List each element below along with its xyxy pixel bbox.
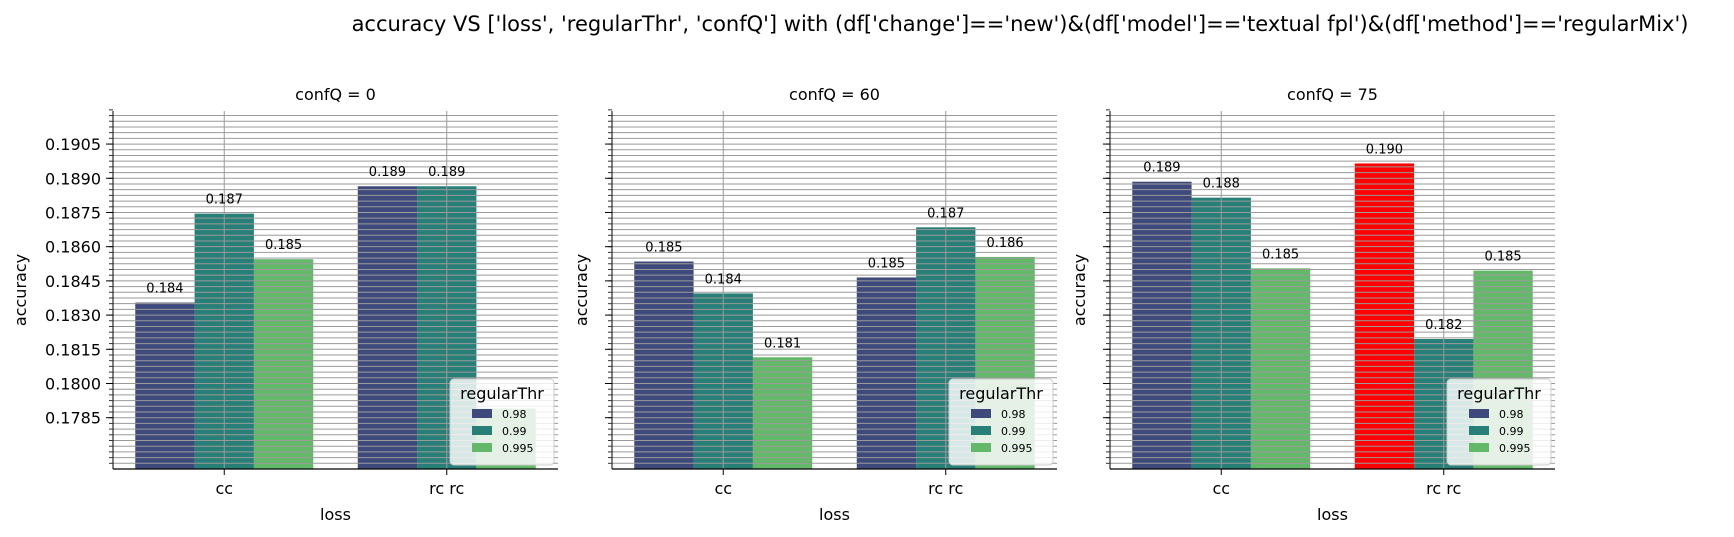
data-label: 0.190 [1366, 142, 1403, 157]
panel-2: confQ = 75 0.189 0.190 0.188 0.182 0.185 0.185… [1070, 85, 1555, 524]
legend-swatch [1469, 443, 1489, 452]
figure-title: accuracy VS ['loss', 'regularThr', 'conf… [352, 12, 1689, 36]
y-tick-label: 0.1845 [45, 272, 101, 291]
panels: confQ = 0 0.184 0.189 0.187 0.189 0.185 0.1785… [11, 85, 1555, 524]
legend: regularThr 0.98 0.99 0.995 [948, 378, 1054, 466]
data-label: 0.182 [1425, 318, 1462, 333]
legend-swatch [1469, 426, 1489, 435]
data-label: 0.185 [1484, 250, 1521, 265]
data-label: 0.185 [868, 256, 905, 271]
legend-swatch [472, 426, 492, 435]
legend-title: regularThr [959, 384, 1043, 403]
legend-label: 0.99 [1001, 425, 1026, 438]
data-label: 0.186 [986, 236, 1023, 251]
legend-swatch [472, 443, 492, 452]
legend-title: regularThr [460, 384, 544, 403]
legend-label: 0.995 [1001, 442, 1033, 455]
data-label: 0.185 [1262, 247, 1299, 262]
legend: regularThr 0.98 0.99 0.995 [449, 378, 555, 466]
x-tick-label: rc rc [928, 479, 963, 498]
panel-title: confQ = 60 [789, 85, 880, 104]
data-label: 0.181 [764, 336, 801, 351]
legend-label: 0.99 [1499, 425, 1524, 438]
data-label: 0.184 [705, 272, 742, 287]
data-label: 0.185 [265, 238, 302, 253]
legend-label: 0.995 [502, 442, 534, 455]
x-axis-label: loss [819, 505, 850, 524]
legend-label: 0.995 [1499, 442, 1531, 455]
legend-label: 0.98 [1499, 408, 1524, 421]
bar [135, 302, 195, 469]
y-tick-label: 0.1785 [45, 409, 101, 428]
y-tick-label: 0.1815 [45, 340, 101, 359]
legend: regularThr 0.98 0.99 0.995 [1446, 378, 1552, 466]
data-label: 0.189 [1143, 161, 1180, 176]
y-tick-label: 0.1905 [45, 135, 101, 154]
legend-label: 0.98 [502, 408, 527, 421]
x-axis-label: loss [320, 505, 351, 524]
x-axis-label: loss [1317, 505, 1348, 524]
y-tick-label: 0.1890 [45, 169, 101, 188]
bar [1250, 268, 1311, 469]
x-tick-label: cc [714, 479, 732, 498]
bar [357, 186, 418, 469]
y-axis-label: accuracy [1070, 254, 1089, 326]
y-axis-label: accuracy [572, 254, 591, 326]
data-label: 0.184 [146, 282, 183, 297]
legend-label: 0.98 [1001, 408, 1026, 421]
x-tick-label: rc rc [429, 479, 464, 498]
y-axis-label: accuracy [11, 254, 30, 326]
legend-title: regularThr [1457, 384, 1541, 403]
legend-swatch [971, 443, 991, 452]
bar [752, 357, 813, 469]
legend-swatch [971, 426, 991, 435]
bar [253, 259, 314, 469]
grid [612, 111, 1057, 469]
legend-swatch [971, 409, 991, 418]
data-label: 0.189 [428, 165, 465, 180]
data-label: 0.189 [369, 165, 406, 180]
x-tick-label: cc [215, 479, 233, 498]
data-label: 0.187 [206, 193, 243, 208]
y-tick-label: 0.1860 [45, 238, 101, 257]
panel-title: confQ = 75 [1287, 85, 1378, 104]
bar [1132, 181, 1192, 469]
panel-0: confQ = 0 0.184 0.189 0.187 0.189 0.185 0.1785… [11, 85, 558, 524]
data-label: 0.187 [927, 206, 964, 221]
x-tick-label: cc [1212, 479, 1230, 498]
y-tick-label: 0.1830 [45, 306, 101, 325]
data-label: 0.188 [1203, 177, 1240, 192]
data-label: 0.185 [645, 240, 682, 255]
panel-title: confQ = 0 [295, 85, 376, 104]
x-tick-label: rc rc [1426, 479, 1461, 498]
legend-swatch [472, 409, 492, 418]
y-tick-label: 0.1875 [45, 203, 101, 222]
y-tick-label: 0.1800 [45, 374, 101, 393]
legend-label: 0.99 [502, 425, 527, 438]
panel-1: confQ = 60 0.185 0.185 0.184 0.187 0.181 0.186… [572, 85, 1057, 524]
legend-swatch [1469, 409, 1489, 418]
